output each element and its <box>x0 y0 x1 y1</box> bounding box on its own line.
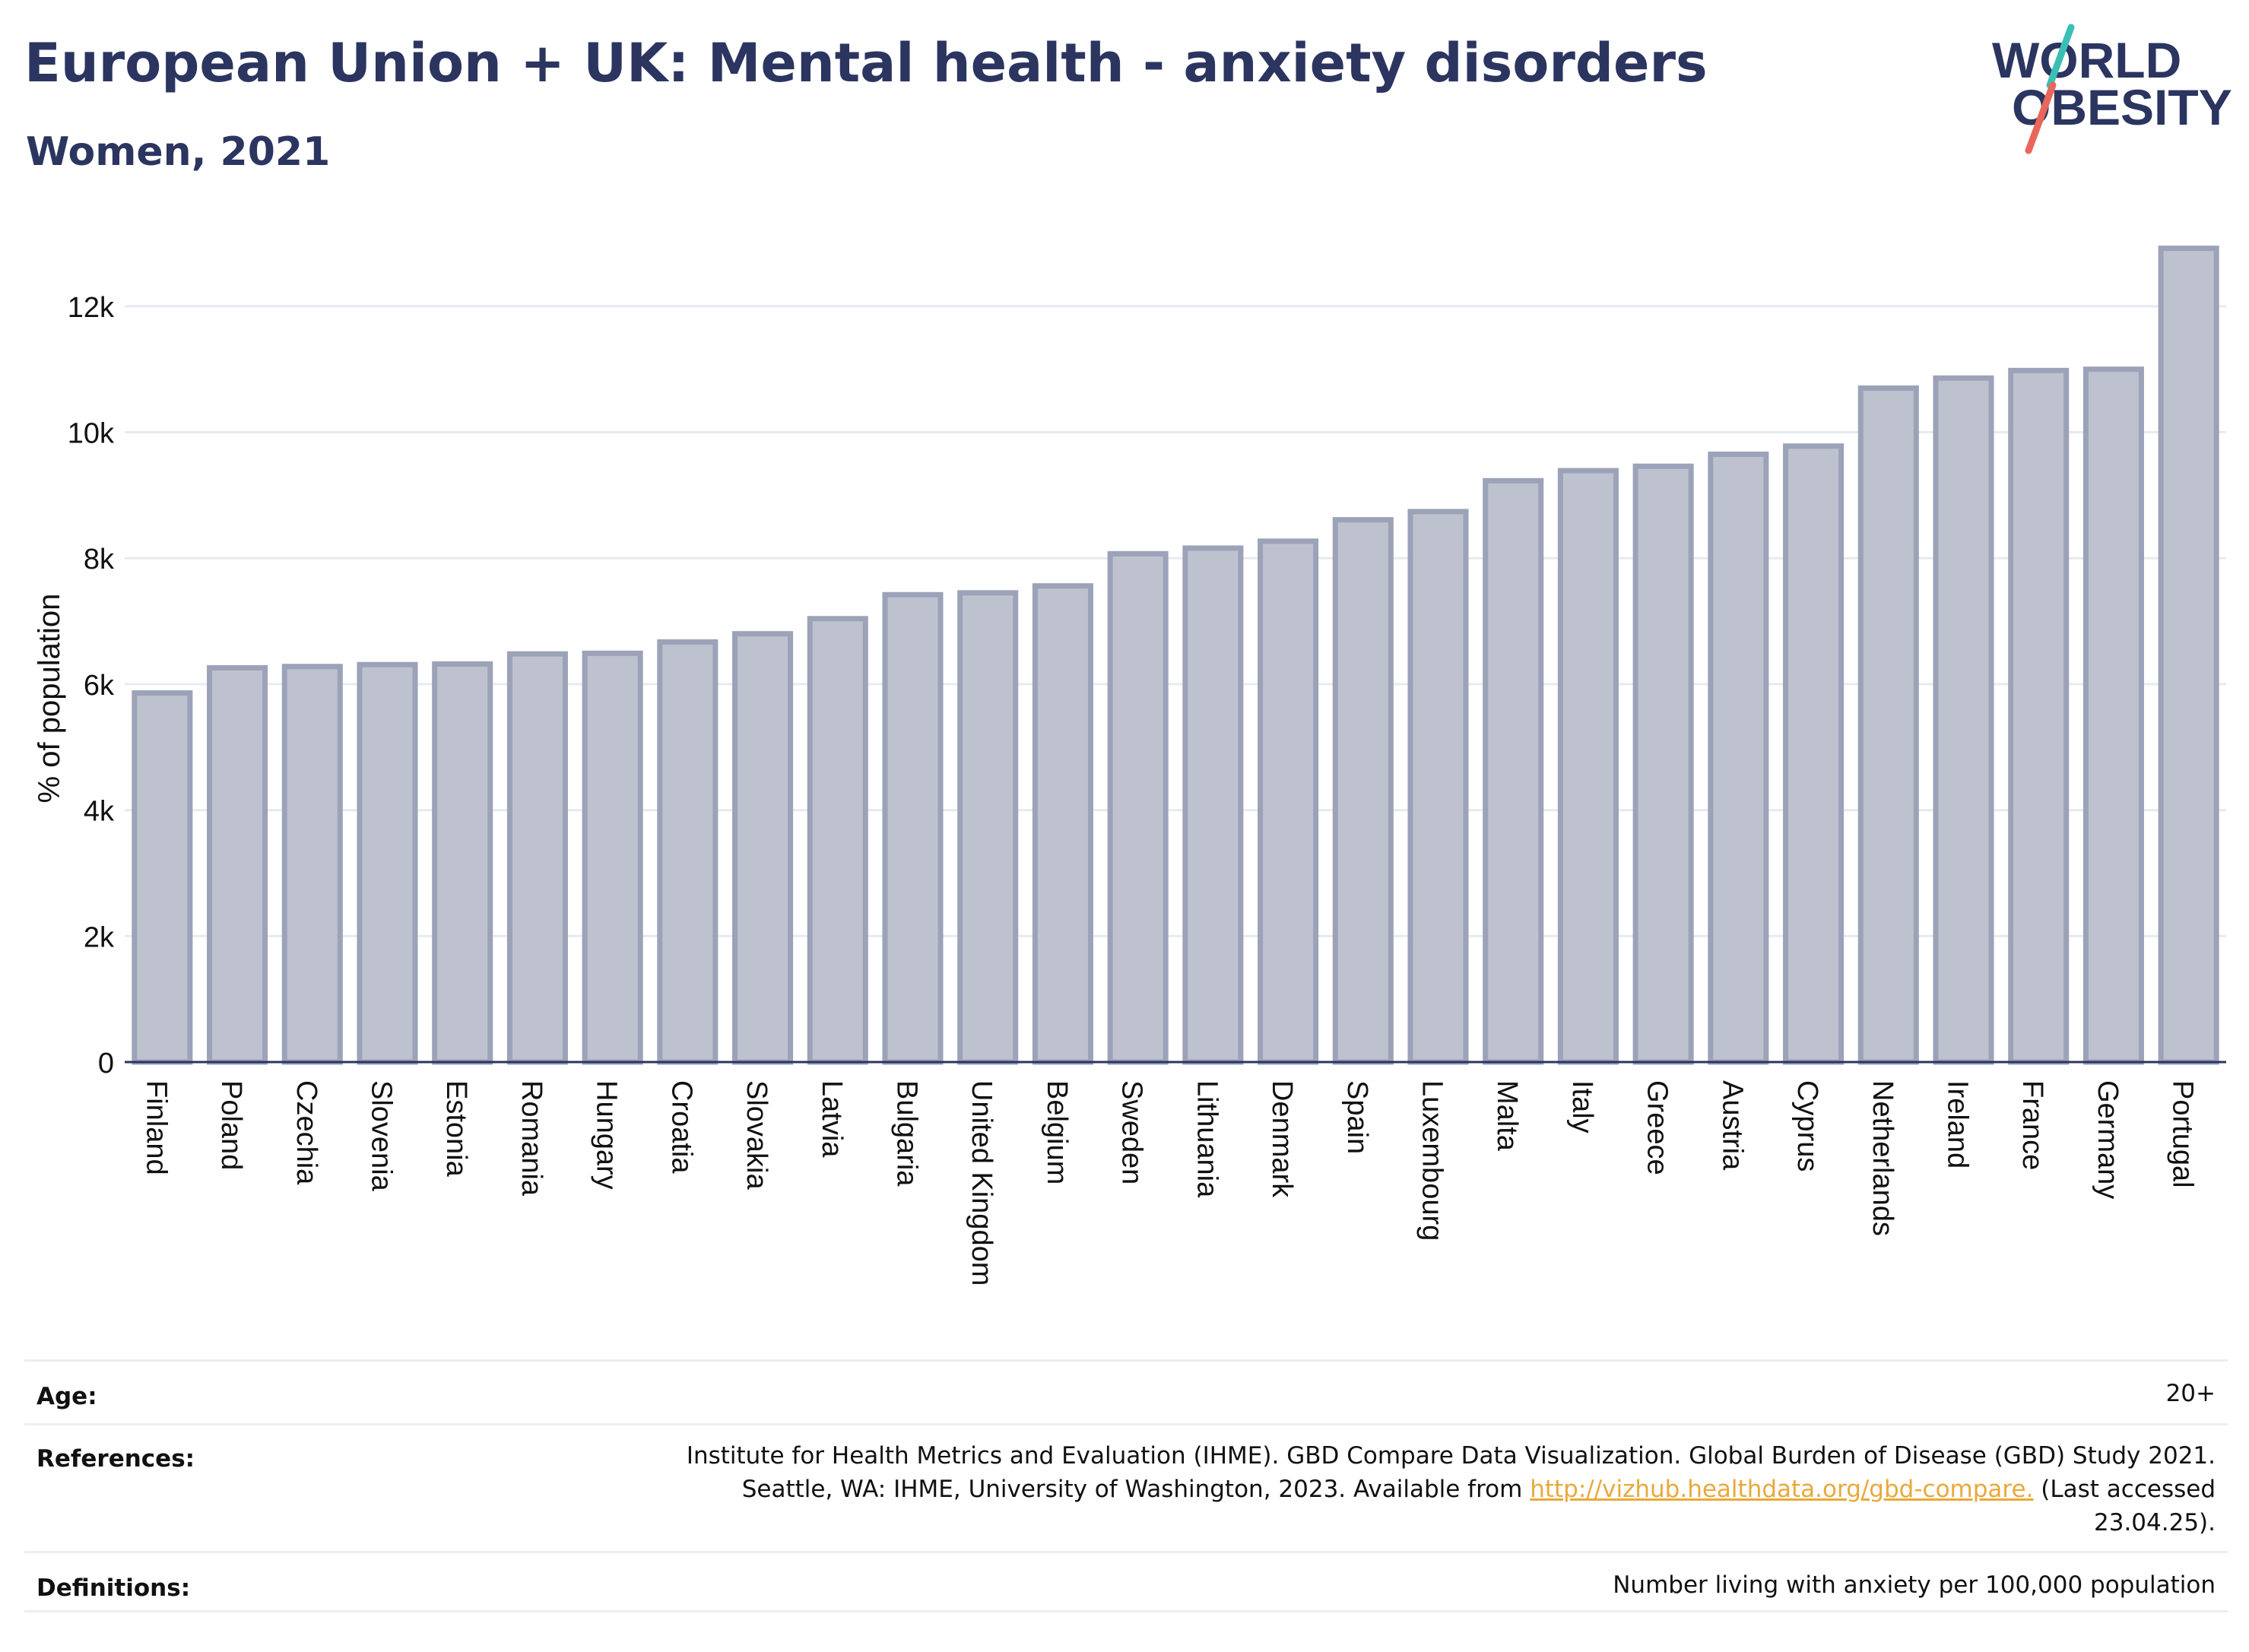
bar-portugal[interactable] <box>2158 246 2219 1065</box>
x-tick-label: Netherlands <box>1867 1080 1898 1236</box>
bar-spain[interactable] <box>1332 517 1394 1065</box>
x-tick-label: Denmark <box>1266 1080 1298 1198</box>
x-tick-label: Slovenia <box>365 1080 397 1192</box>
bar-greece[interactable] <box>1632 463 1694 1065</box>
y-tick-label: 12k <box>68 292 115 324</box>
x-tick-label: Italy <box>1566 1080 1598 1134</box>
x-tick-label: France <box>2016 1080 2048 1170</box>
y-axis-title: % of population <box>33 594 66 804</box>
x-tick-label: Spain <box>1341 1080 1373 1154</box>
definitions-label: Definitions: <box>36 1574 191 1602</box>
x-tick-label: Lithuania <box>1191 1080 1223 1198</box>
bar-denmark[interactable] <box>1258 538 1319 1065</box>
bar-czechia[interactable] <box>281 664 343 1065</box>
bar-slovakia[interactable] <box>732 631 794 1065</box>
x-tick-label: Austria <box>1716 1080 1748 1171</box>
bar-bulgaria[interactable] <box>882 591 944 1065</box>
references-line-3: 23.04.25). <box>2094 1509 2216 1536</box>
references-label: References: <box>36 1445 195 1473</box>
references-line-2-text: Seattle, WA: IHME, University of Washing… <box>741 1476 1531 1503</box>
x-tick-label: Malta <box>1491 1080 1523 1152</box>
bar-united-kingdom[interactable] <box>957 590 1019 1065</box>
chart-title: European Union + UK: Mental health - anx… <box>24 32 1708 94</box>
x-tick-label: Luxembourg <box>1416 1080 1448 1241</box>
x-tick-label: Cyprus <box>1791 1080 1823 1172</box>
x-tick-label: Hungary <box>591 1080 623 1190</box>
x-tick-label: Slovakia <box>741 1080 772 1190</box>
bar-romania[interactable] <box>506 651 568 1065</box>
logo-slash-coral <box>2025 81 2057 154</box>
references-value: Institute for Health Metrics and Evaluat… <box>687 1439 2216 1539</box>
bar-ireland[interactable] <box>1933 375 1994 1065</box>
chart-subtitle: Women, 2021 <box>26 129 331 175</box>
bar-luxembourg[interactable] <box>1407 509 1469 1065</box>
x-tick-label: Greece <box>1642 1080 1673 1175</box>
bar-cyprus[interactable] <box>1783 443 1845 1065</box>
bar-italy[interactable] <box>1557 468 1619 1065</box>
info-table: Age: 20+ References: Institute for Healt… <box>24 1359 2228 1618</box>
age-label: Age: <box>36 1383 97 1410</box>
bar-lithuania[interactable] <box>1182 545 1244 1065</box>
y-tick-label: 4k <box>84 796 115 828</box>
bar-latvia[interactable] <box>807 616 868 1065</box>
bar-hungary[interactable] <box>582 650 643 1065</box>
bar-poland[interactable] <box>207 664 268 1065</box>
y-tick-label: 2k <box>84 921 115 953</box>
x-tick-label: Ireland <box>1941 1080 1973 1168</box>
x-tick-label: Estonia <box>440 1080 472 1178</box>
info-row-references: References: Institute for Health Metrics… <box>24 1423 2228 1555</box>
bar-belgium[interactable] <box>1032 583 1093 1065</box>
x-tick-label: Croatia <box>665 1080 697 1174</box>
bar-malta[interactable] <box>1483 477 1544 1065</box>
references-line-2: Seattle, WA: IHME, University of Washing… <box>687 1473 2216 1506</box>
logo-slash-teal <box>2046 24 2075 89</box>
references-line-2-suffix: (Last accessed <box>2033 1476 2216 1503</box>
y-tick-label: 0 <box>98 1048 114 1080</box>
bar-austria[interactable] <box>1708 452 1769 1065</box>
bar-sweden[interactable] <box>1107 550 1169 1065</box>
bar-chart: 0 2k 4k 6k 8k 10k 12k Finland Poland Czechia Slov… <box>33 246 2226 1286</box>
y-tick-label: 10k <box>68 418 115 450</box>
bar-estonia[interactable] <box>432 661 493 1065</box>
x-tick-label: Poland <box>215 1080 247 1170</box>
x-tick-label: Germany <box>2092 1080 2124 1199</box>
logo-word-world: WORLD <box>1992 32 2181 88</box>
y-axis-ticks: 0 2k 4k 6k 8k 10k 12k <box>68 292 115 1080</box>
bar-france[interactable] <box>2008 367 2070 1065</box>
bar-croatia[interactable] <box>657 639 718 1065</box>
x-tick-label: Latvia <box>816 1080 848 1158</box>
x-tick-label: Sweden <box>1116 1080 1148 1184</box>
bar-germany[interactable] <box>2082 366 2144 1065</box>
info-row-age: Age: 20+ <box>24 1359 2228 1422</box>
x-tick-label: United Kingdom <box>966 1080 998 1286</box>
info-bottom-divider <box>24 1610 2228 1612</box>
bar-netherlands[interactable] <box>1857 385 1919 1065</box>
bar-slovenia[interactable] <box>357 661 418 1065</box>
x-tick-label: Romania <box>515 1080 547 1197</box>
x-tick-label: Portugal <box>2167 1080 2199 1188</box>
age-value: 20+ <box>2165 1380 2216 1407</box>
references-line-1: Institute for Health Metrics and Evaluat… <box>686 1442 2216 1470</box>
x-axis-ticks: Finland Poland Czechia Slovenia Estonia Roman… <box>140 1080 2198 1286</box>
y-tick-label: 8k <box>84 544 115 576</box>
references-link[interactable]: http://vizhub.healthdata.org/gbd-compare… <box>1530 1476 2034 1503</box>
x-tick-label: Belgium <box>1041 1080 1073 1184</box>
x-tick-label: Bulgaria <box>890 1080 922 1187</box>
definitions-value: Number living with anxiety per 100,000 p… <box>1613 1571 2216 1599</box>
bars-layer <box>132 246 2219 1065</box>
info-row-definitions: Definitions: Number living with anxiety … <box>24 1551 2228 1617</box>
x-tick-label: Czechia <box>290 1080 322 1185</box>
world-obesity-logo: WORLD OBESITY <box>1992 24 2232 154</box>
x-tick-label: Finland <box>140 1080 172 1175</box>
y-tick-label: 6k <box>84 670 115 702</box>
bar-finland[interactable] <box>132 690 193 1065</box>
